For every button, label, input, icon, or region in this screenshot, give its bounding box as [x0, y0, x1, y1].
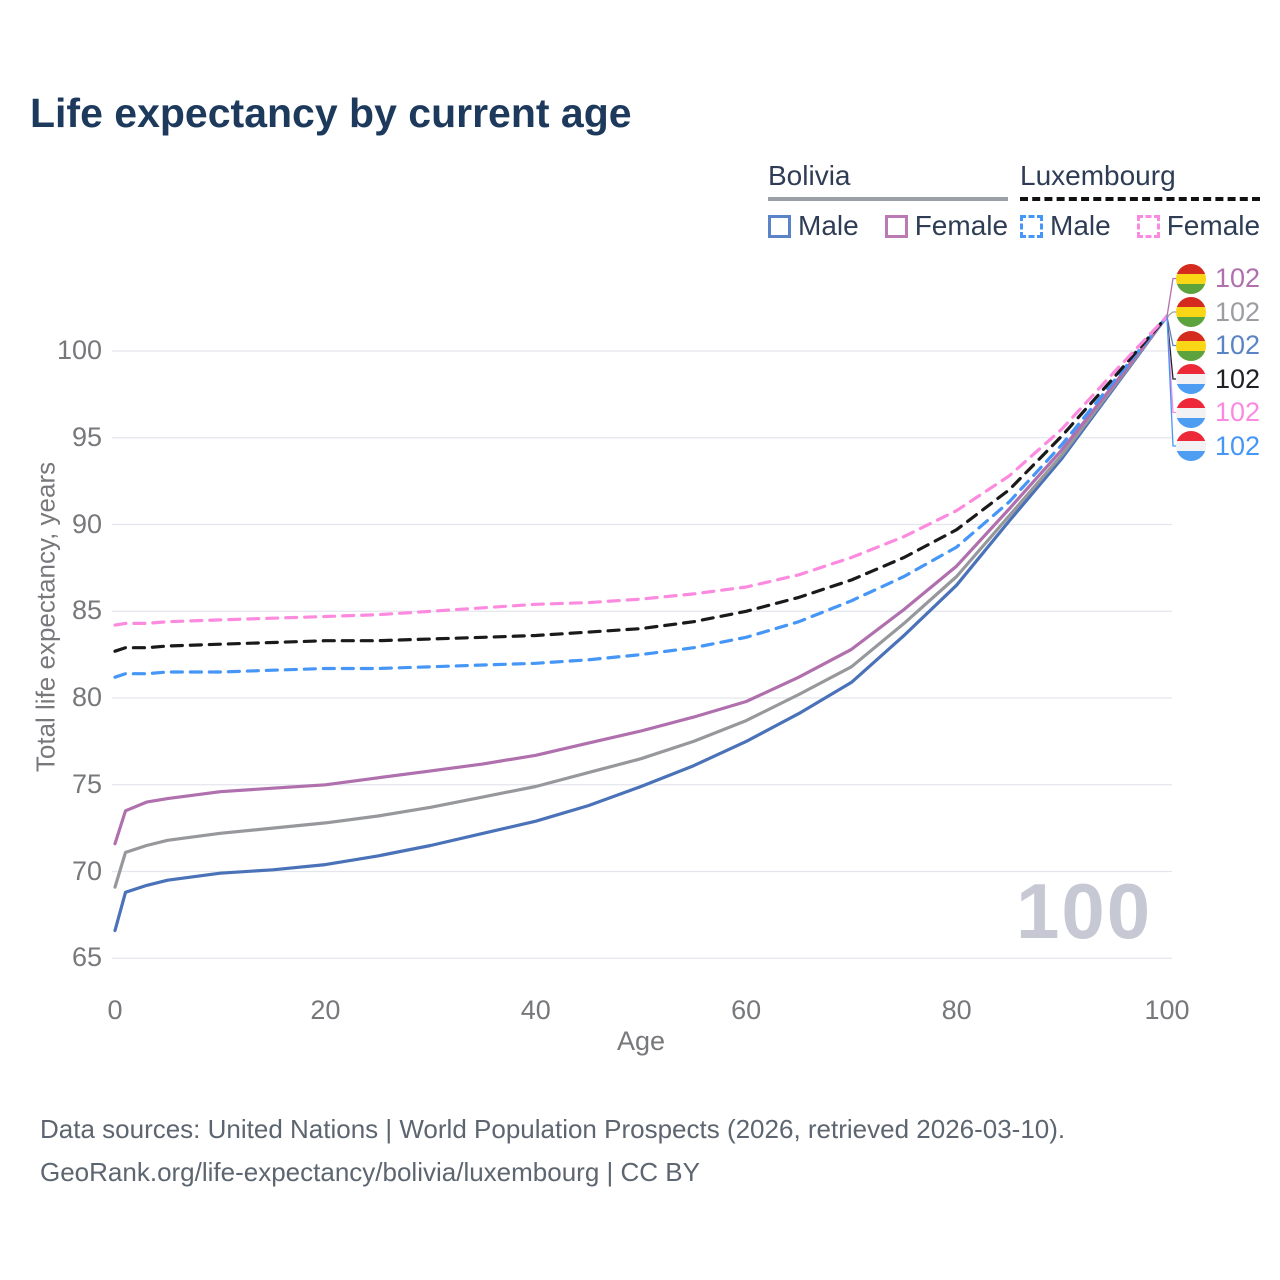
- luxembourg-female-swatch-icon: [1136, 214, 1160, 238]
- series-end-label: 102: [1176, 363, 1260, 397]
- luxembourg-flag-icon: [1176, 431, 1206, 462]
- bolivia-female-swatch-icon: [884, 214, 908, 238]
- legend-item-bolivia-female[interactable]: Female: [884, 210, 1009, 242]
- luxembourg-flag-icon: [1176, 397, 1206, 428]
- series-end-labels: 102 102 102 102 102 102: [1176, 262, 1260, 463]
- y-axis-title: Total life expectancy, years: [30, 461, 61, 773]
- age-counter-watermark: 100: [1016, 867, 1153, 955]
- legend-title-bolivia: Bolivia: [768, 160, 851, 191]
- series-end-label: 102: [1176, 262, 1260, 296]
- luxembourg-flag-icon: [1176, 364, 1206, 395]
- legend-item-luxembourg-female[interactable]: Female: [1136, 210, 1261, 242]
- y-tick-label: 70: [71, 855, 102, 886]
- y-tick-label: 80: [71, 682, 102, 712]
- legend-label: Female: [914, 210, 1009, 241]
- x-tick-label: 40: [520, 995, 551, 1025]
- y-tick-label: 100: [56, 335, 102, 365]
- y-tick-label: 95: [71, 421, 102, 452]
- x-tick-label: 80: [941, 995, 972, 1025]
- luxembourg-male-swatch-icon: [1020, 214, 1043, 238]
- x-axis-title: Age: [616, 1026, 666, 1056]
- luxembourg-dashed-line-key: [1020, 197, 1261, 201]
- end-value: 102: [1215, 363, 1261, 394]
- end-value: 102: [1215, 397, 1261, 428]
- bolivia-flag-icon: [1176, 263, 1206, 294]
- legend-label: Female: [1166, 210, 1261, 241]
- x-tick-label: 20: [310, 995, 341, 1025]
- attribution-line: GeoRank.org/life-expectancy/bolivia/luxe…: [40, 1157, 700, 1187]
- legend-title-luxembourg: Luxembourg: [1020, 160, 1176, 191]
- x-tick-label: 100: [1144, 995, 1190, 1025]
- end-value: 102: [1215, 296, 1261, 327]
- legend-group-bolivia: Bolivia Male Female: [768, 160, 1009, 242]
- y-tick-label: 75: [71, 768, 102, 799]
- legend-item-bolivia-male[interactable]: Male: [768, 210, 859, 242]
- legend-item-luxembourg-male[interactable]: Male: [1020, 210, 1111, 242]
- series-end-label: 102: [1176, 396, 1260, 430]
- bolivia-flag-icon: [1176, 297, 1206, 328]
- data-sources-line: Data sources: United Nations | World Pop…: [40, 1114, 1066, 1144]
- footer: Data sources: United Nations | World Pop…: [40, 1108, 1065, 1194]
- end-value: 102: [1215, 330, 1261, 361]
- y-tick-label: 65: [71, 942, 102, 973]
- x-tick-label: 0: [107, 995, 123, 1025]
- series-end-label: 102: [1176, 329, 1260, 363]
- series-end-label: 102: [1176, 296, 1260, 330]
- legend-group-luxembourg: Luxembourg Male Female: [1020, 160, 1261, 242]
- end-value: 102: [1215, 430, 1261, 461]
- bolivia-male-swatch-icon: [768, 214, 791, 238]
- bolivia-solid-line-key: [768, 197, 1009, 201]
- x-tick-label: 60: [731, 995, 762, 1025]
- legend-label: Male: [1050, 210, 1111, 241]
- legend-label: Male: [798, 210, 859, 241]
- series-end-label: 102: [1176, 430, 1260, 464]
- y-tick-label: 85: [71, 595, 102, 626]
- y-tick-label: 90: [71, 508, 102, 539]
- end-value: 102: [1215, 263, 1261, 294]
- bolivia-flag-icon: [1176, 330, 1206, 361]
- page-title: Life expectancy by current age: [30, 90, 632, 136]
